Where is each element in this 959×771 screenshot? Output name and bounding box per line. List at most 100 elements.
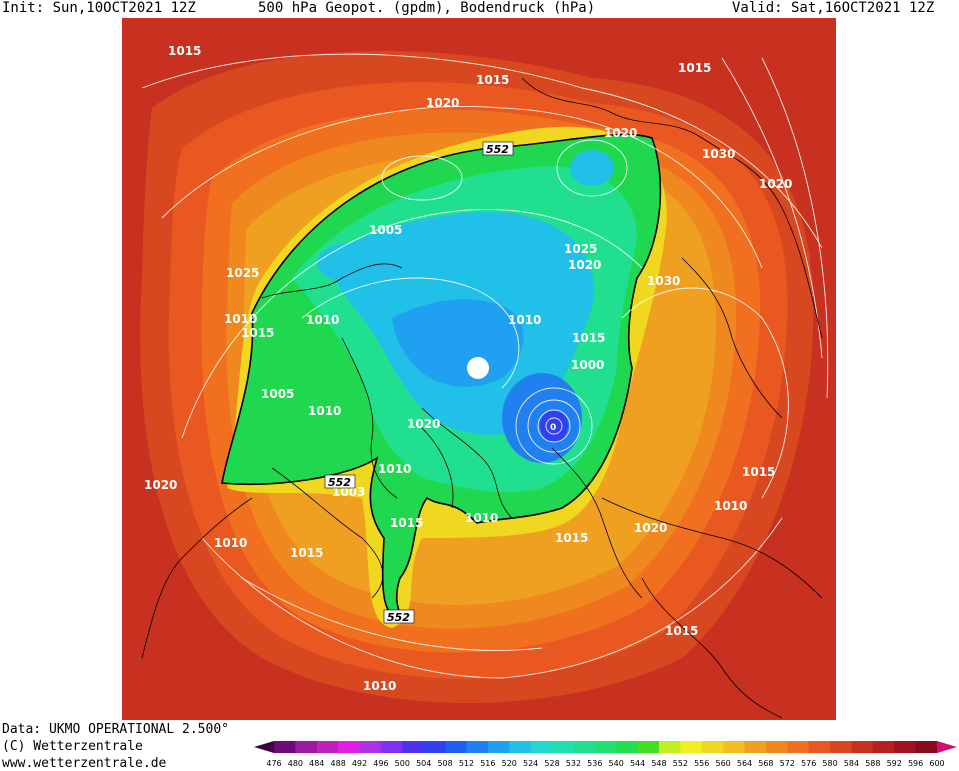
isobar-label: 1010 — [363, 679, 396, 693]
legend-swatch — [787, 741, 810, 753]
legend-swatch — [338, 741, 361, 753]
legend-tick-label: 492 — [352, 759, 367, 768]
legend-tick-label: 532 — [566, 759, 581, 768]
legend-tick-label: 568 — [758, 759, 773, 768]
legend-tick-label: 520 — [502, 759, 517, 768]
isobar-label: 1010 — [214, 536, 247, 550]
isobar-label: 1030 — [702, 147, 735, 161]
isobar-label: 1020 — [604, 126, 637, 140]
isobar-label: 1015 — [665, 624, 698, 638]
weather-map: 1015 1015 1020 1015 1020 1030 1020 1005 … — [122, 18, 836, 720]
isobar-label: 1010 — [508, 313, 541, 327]
legend-tick-label: 592 — [887, 759, 902, 768]
isobar-label: 1020 — [634, 521, 667, 535]
legend-tick-label: 500 — [395, 759, 410, 768]
legend-swatch — [445, 741, 467, 753]
legend-tick-label: 560 — [715, 759, 730, 768]
legend-tick-label: 588 — [865, 759, 880, 768]
legend-swatch — [530, 741, 553, 753]
init-time: Init: Sun,10OCT2021 12Z — [2, 0, 196, 16]
isobar-label: 1015 — [555, 531, 588, 545]
legend-tick-label: 508 — [437, 759, 452, 768]
isobar-label: 1015 — [476, 73, 509, 87]
isobar-label: 1025 — [564, 242, 597, 256]
legend-tick-label: 564 — [737, 759, 752, 768]
legend-swatch — [830, 741, 852, 753]
isobar-label: 1030 — [647, 274, 680, 288]
data-source: Data: UKMO OPERATIONAL 2.500° — [2, 722, 229, 737]
legend-tick-label: 540 — [609, 759, 624, 768]
legend-swatch — [487, 741, 510, 753]
isobar-label: 1010 — [378, 462, 411, 476]
legend-swatch — [359, 741, 382, 753]
isobar-label: 1000 — [571, 358, 604, 372]
isobar-label: 1015 — [390, 516, 423, 530]
coastlines — [141, 77, 823, 719]
low-center-label: 0 — [550, 423, 556, 433]
isobar-label: 1003 — [332, 485, 365, 499]
isobar-label: 1015 — [241, 326, 274, 340]
legend-tick-label: 480 — [288, 759, 303, 768]
isobar-label: 1015 — [290, 546, 323, 560]
isobar-label: 1025 — [226, 266, 259, 280]
legend-tick-label: 556 — [694, 759, 709, 768]
legend-swatch — [680, 741, 703, 753]
legend-swatches — [254, 741, 957, 753]
low-core — [540, 410, 568, 442]
legend-tick-label: 576 — [801, 759, 816, 768]
legend-ticks: 476 480 484 488 492 496 500 504 508 512 516 520 524 5… — [266, 759, 944, 768]
isobar-label-group: 1015 1015 1020 1015 1020 1030 1020 1005 … — [144, 44, 792, 693]
legend-swatch — [423, 741, 446, 753]
isobar-label: 1010 — [224, 312, 257, 326]
isobar-lines — [141, 53, 829, 679]
isobar-label: 1005 — [261, 387, 294, 401]
legend-swatch — [658, 741, 681, 753]
isobar-label: 1015 — [678, 61, 711, 75]
legend-swatch — [295, 741, 318, 753]
legend-swatch — [402, 741, 425, 753]
isobar-label: 1010 — [465, 511, 498, 525]
isobar-label: 1020 — [568, 258, 601, 272]
isobar-label: 1020 — [144, 478, 177, 492]
cold-pool-north — [570, 150, 614, 186]
isobar-label: 1015 — [572, 331, 605, 345]
height-label: 552 — [387, 611, 410, 624]
isobar-label: 1005 — [369, 223, 402, 237]
isobar-label: 1010 — [308, 404, 341, 418]
website: www.wetterzentrale.de — [2, 756, 167, 771]
legend-tick-label: 584 — [844, 759, 859, 768]
isobar-label: 1020 — [426, 96, 459, 110]
legend-swatch — [594, 741, 617, 753]
cold-pool-west — [317, 243, 387, 283]
legend-swatch — [744, 741, 767, 753]
legend-tick-label: 580 — [822, 759, 837, 768]
legend-swatch — [552, 741, 574, 753]
valid-time: Valid: Sat,16OCT2021 12Z — [732, 0, 935, 16]
legend-tick-label: 516 — [480, 759, 495, 768]
color-scale-legend: 476 480 484 488 492 496 500 504 508 512 516 520 524 5… — [254, 741, 957, 768]
pole-marker — [467, 357, 489, 379]
isobar-label: 1010 — [306, 313, 339, 327]
legend-tick-label: 528 — [544, 759, 559, 768]
legend-swatch — [380, 741, 403, 753]
legend-tick-label: 544 — [630, 759, 645, 768]
legend-swatch — [872, 741, 895, 753]
legend-tick-label: 572 — [780, 759, 795, 768]
height-label: 552 — [328, 476, 351, 489]
geopot-552-contour — [221, 133, 662, 619]
geopotential-map-canvas: 1015 1015 1020 1015 1020 1030 1020 1005 … — [122, 18, 836, 720]
legend-tick-label: 596 — [908, 759, 923, 768]
legend-tick-label: 600 — [929, 759, 944, 768]
map-title: 500 hPa Geopot. (gpdm), Bodendruck (hPa) — [258, 0, 596, 16]
legend-swatch — [723, 741, 746, 753]
legend-swatch — [616, 741, 639, 753]
copyright: (C) Wetterzentrale — [2, 739, 143, 754]
height-label: 552 — [486, 143, 509, 156]
isobar-label: 1015 — [742, 465, 775, 479]
legend-tick-label: 548 — [651, 759, 666, 768]
band-520 — [392, 299, 524, 387]
legend-swatch — [573, 741, 596, 753]
legend-swatch — [851, 741, 874, 753]
legend-arrow-low — [254, 741, 274, 753]
legend-arrow-high — [937, 741, 957, 753]
